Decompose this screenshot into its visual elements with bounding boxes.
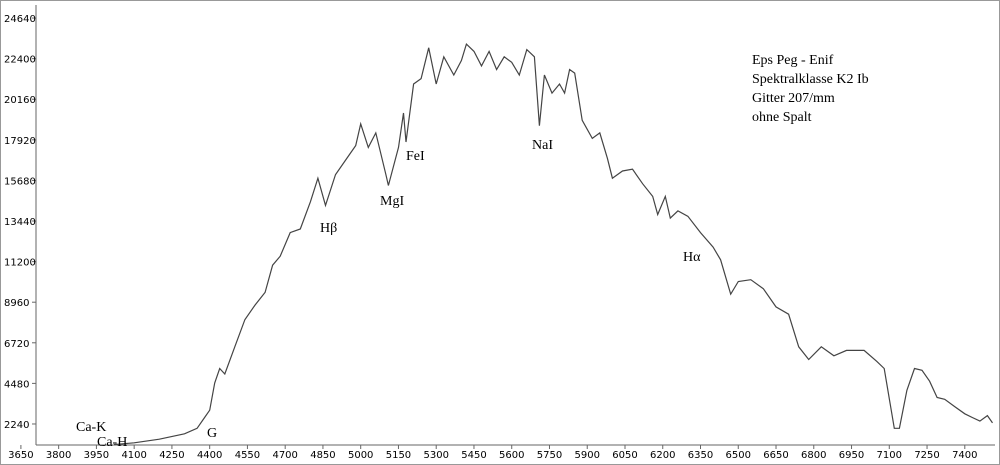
x-tick-label: 4550: [235, 450, 260, 461]
spectrum-line: [113, 42, 993, 446]
x-tick-label: 3950: [84, 450, 109, 461]
x-tick-label: 7400: [952, 450, 977, 461]
x-tick-label: 4100: [121, 450, 146, 461]
y-tick-label: 13440: [4, 217, 36, 228]
info-text: ohne Spalt: [752, 110, 812, 125]
x-tick-label: 6350: [688, 450, 713, 461]
annotation: Hα: [683, 250, 701, 265]
x-tick-label: 3800: [46, 450, 71, 461]
x-tick-label: 4700: [272, 450, 297, 461]
y-tick-label: 6720: [4, 339, 29, 350]
info-text: Gitter 207/mm: [752, 91, 835, 106]
x-tick-label: 5150: [386, 450, 411, 461]
x-tick-label: 4850: [310, 450, 335, 461]
y-tick-label: 8960: [4, 298, 29, 309]
y-tick-label: 4480: [4, 379, 29, 390]
y-tick-label: 20160: [4, 95, 36, 106]
x-tick-label: 6050: [612, 450, 637, 461]
y-tick-label: 2240: [4, 420, 29, 431]
annotation: NaI: [532, 138, 553, 153]
x-tick-label: 6200: [650, 450, 675, 461]
x-tick-label: 5600: [499, 450, 524, 461]
y-tick-label: 11200: [4, 258, 36, 269]
annotation: Ca-K: [76, 420, 106, 435]
annotation: MgI: [380, 194, 404, 209]
annotation: Hβ: [320, 221, 337, 236]
x-tick-label: 5000: [348, 450, 373, 461]
annotation: G: [207, 426, 217, 441]
x-tick-label: 6500: [726, 450, 751, 461]
y-tick-label: 17920: [4, 136, 36, 147]
y-tick-label: 24640: [4, 14, 36, 25]
x-tick-label: 6800: [801, 450, 826, 461]
x-tick-label: 5900: [575, 450, 600, 461]
annotation: FeI: [406, 149, 425, 164]
x-tick-label: 5750: [537, 450, 562, 461]
x-tick-label: 5300: [423, 450, 448, 461]
x-tick-label: 7250: [914, 450, 939, 461]
info-text: Eps Peg - Enif: [752, 53, 834, 68]
x-tick-label: 5450: [461, 450, 486, 461]
x-tick-label: 7100: [877, 450, 902, 461]
x-tick-label: 4400: [197, 450, 222, 461]
y-tick-label: 22400: [4, 55, 36, 66]
x-tick-label: 6650: [763, 450, 788, 461]
info-text: Spektralklasse K2 Ib: [752, 72, 869, 87]
y-tick-label: 15680: [4, 176, 36, 187]
x-tick-label: 6950: [839, 450, 864, 461]
x-tick-label: 3650: [8, 450, 33, 461]
annotation: Ca-H: [97, 435, 127, 450]
x-tick-label: 4250: [159, 450, 184, 461]
